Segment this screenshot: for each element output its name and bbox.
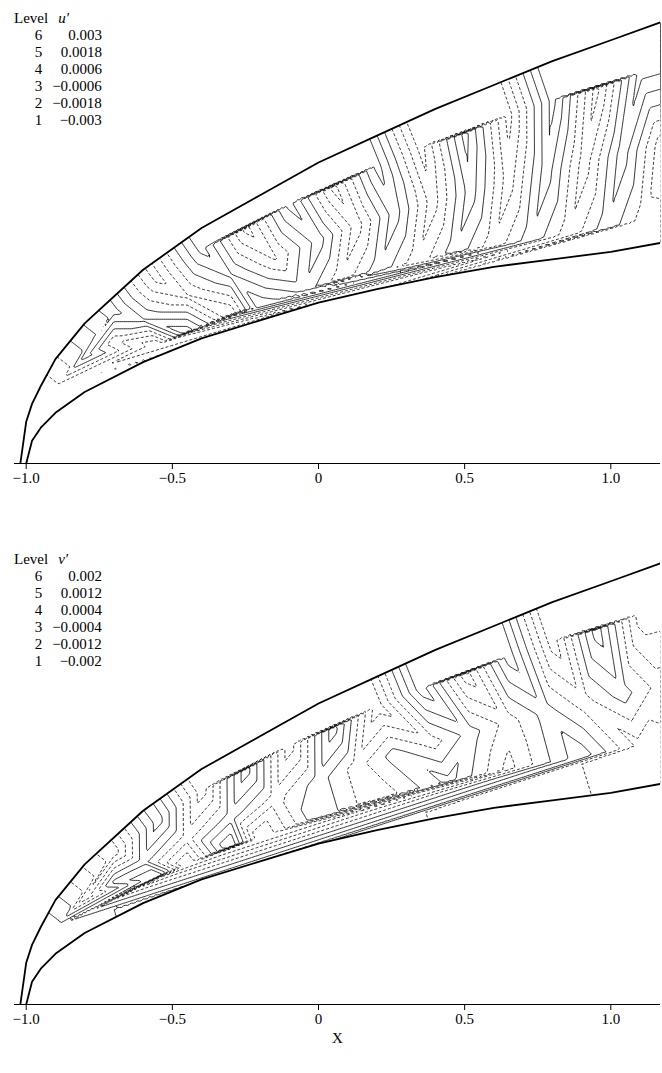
- html-text:6: 6: [34, 568, 43, 584]
- html-text:6: 6: [34, 27, 43, 43]
- html-text:−0.0006: −0.0006: [52, 78, 102, 94]
- svg-text:−1.0: −1.0: [13, 1011, 40, 1027]
- html-text:−0.0004: −0.0004: [52, 619, 102, 635]
- html-text:0.0012: 0.0012: [60, 585, 102, 601]
- html-text:2: 2: [34, 95, 43, 111]
- svg-text:X: X: [332, 1030, 343, 1046]
- html-text:0.0006: 0.0006: [60, 61, 102, 77]
- html-text:3: 3: [34, 619, 43, 635]
- svg-text:1.0: 1.0: [601, 1011, 620, 1027]
- html-text:5: 5: [34, 44, 43, 60]
- svg-text:1.0: 1.0: [601, 470, 620, 485]
- html-text:3: 3: [34, 78, 43, 94]
- html-text:v′: v′: [58, 551, 69, 567]
- svg-text:−0.5: −0.5: [159, 470, 186, 485]
- html-text:Level: Level: [14, 551, 49, 567]
- svg-text:−0.5: −0.5: [159, 1011, 186, 1027]
- svg-text:0.5: 0.5: [455, 1011, 474, 1027]
- html-text:1: 1: [34, 653, 43, 669]
- html-text:0.0004: 0.0004: [60, 602, 102, 618]
- html-text:4: 4: [34, 61, 43, 77]
- html-text:Level: Level: [14, 10, 49, 26]
- svg-text:0: 0: [315, 1011, 323, 1027]
- html-text:1: 1: [34, 112, 43, 128]
- html-text:4: 4: [34, 602, 43, 618]
- svg-text:−1.0: −1.0: [13, 470, 40, 485]
- svg-text:0: 0: [315, 470, 323, 485]
- svg-text:0.5: 0.5: [455, 470, 474, 485]
- html-text:−0.002: −0.002: [59, 653, 102, 669]
- html-text:0.002: 0.002: [68, 568, 102, 584]
- html-text:u′: u′: [58, 10, 69, 26]
- html-text:−0.0018: −0.0018: [52, 95, 102, 111]
- html-text:0.0018: 0.0018: [60, 44, 102, 60]
- html-text:5: 5: [34, 585, 43, 601]
- html-text:2: 2: [34, 636, 43, 652]
- html-text:−0.003: −0.003: [59, 112, 102, 128]
- html-text:−0.0012: −0.0012: [52, 636, 102, 652]
- html-text:0.003: 0.003: [68, 27, 102, 43]
